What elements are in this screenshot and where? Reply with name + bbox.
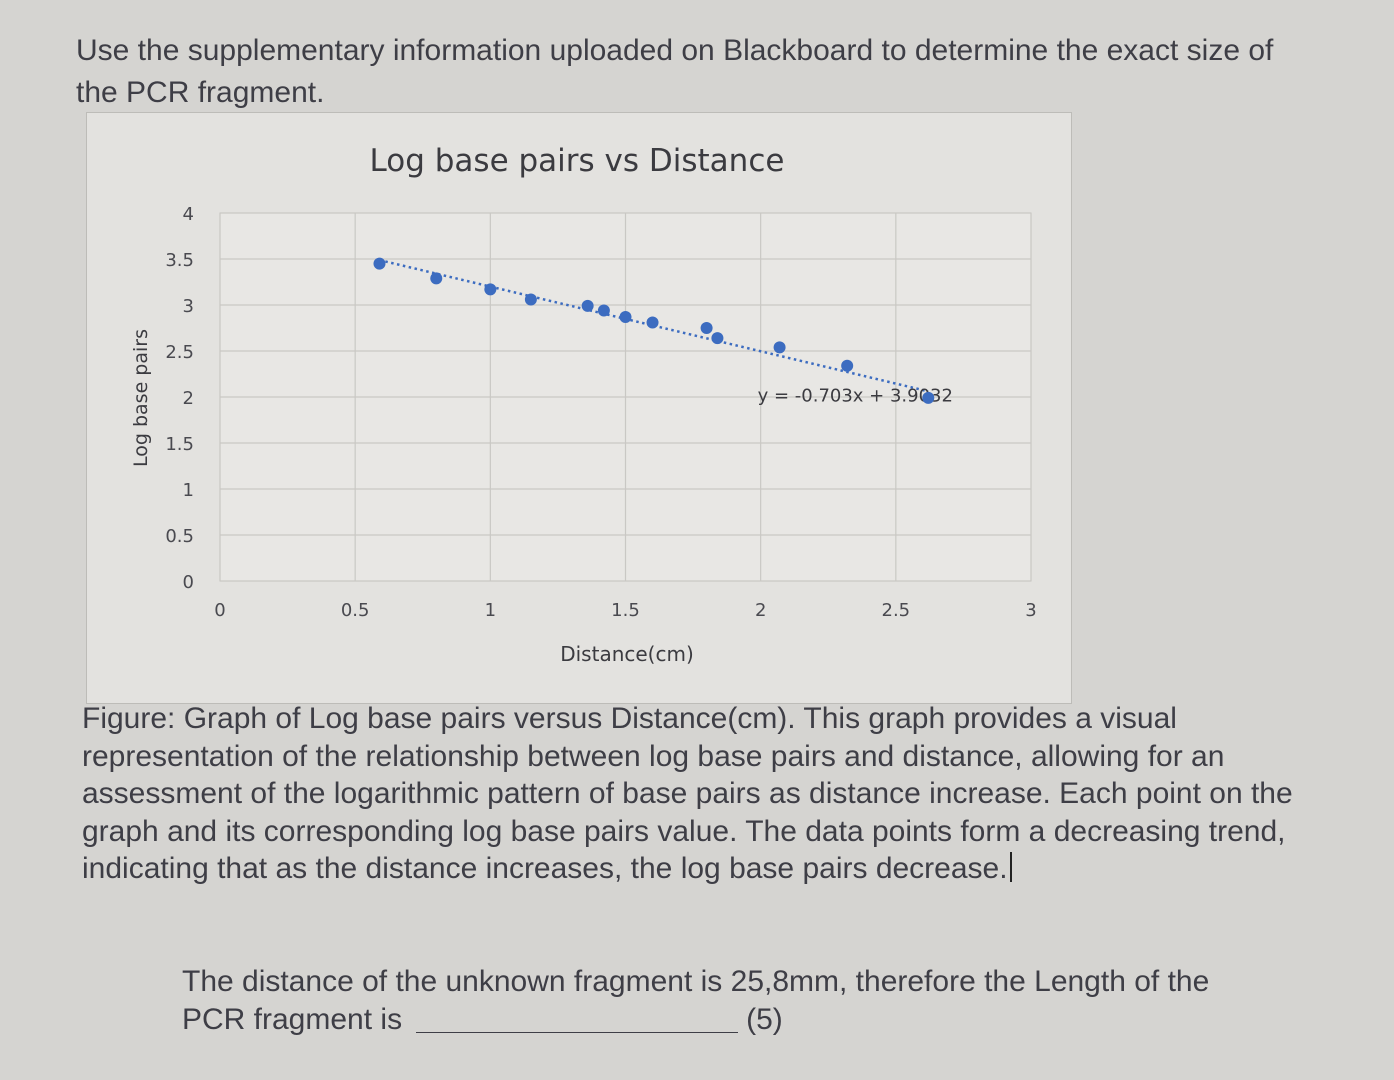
- y-tick-label: 1.5: [165, 434, 194, 455]
- data-point: [524, 293, 537, 306]
- data-point: [773, 341, 786, 354]
- x-tick-label: 0.5: [341, 600, 370, 621]
- y-tick-label: 3: [183, 296, 194, 317]
- question-line-2: PCR fragment is (5): [182, 1001, 1372, 1039]
- data-point: [373, 257, 386, 270]
- question-line-1: The distance of the unknown fragment is …: [182, 965, 1210, 998]
- x-axis-label: Distance(cm): [560, 642, 694, 666]
- question-block: The distance of the unknown fragment is …: [182, 963, 1372, 1039]
- x-tick-label: 1.5: [611, 600, 640, 621]
- data-point: [646, 316, 659, 329]
- data-point: [922, 391, 935, 404]
- data-point: [700, 322, 713, 334]
- question-prefix: PCR fragment is: [182, 1003, 403, 1036]
- data-point: [581, 299, 594, 312]
- y-tick-label: 4: [183, 204, 194, 225]
- x-tick-label: 3: [1025, 600, 1036, 621]
- y-tick-label: 1: [183, 480, 194, 501]
- data-point: [619, 310, 632, 323]
- instruction-text: Use the supplementary information upload…: [76, 34, 1274, 109]
- data-point: [711, 332, 724, 345]
- y-tick-label: 2.5: [165, 342, 194, 363]
- y-tick-label: 0: [183, 572, 194, 593]
- scatter-chart: Log base pairs vs Distance Distance(cm) …: [130, 143, 1037, 666]
- y-axis-label: Log base pairs: [130, 329, 152, 467]
- answer-blank[interactable]: [416, 1006, 739, 1033]
- x-tick-label: 2.5: [882, 600, 911, 621]
- y-tick-label: 0.5: [165, 526, 194, 547]
- x-tick-label: 1: [485, 600, 496, 621]
- data-point: [430, 272, 443, 285]
- chart-title: Log base pairs vs Distance: [370, 143, 785, 179]
- y-tick-label: 2: [183, 388, 194, 409]
- x-tick-label: 0: [214, 600, 225, 621]
- figure-caption: Figure: Graph of Log base pairs versus D…: [82, 700, 1312, 888]
- data-point: [484, 283, 497, 296]
- marks-label: (5): [746, 1003, 783, 1036]
- chart-container: Log base pairs vs Distance Distance(cm) …: [86, 112, 1072, 704]
- text-cursor: [1009, 852, 1012, 882]
- caption-text: Figure: Graph of Log base pairs versus D…: [82, 702, 1293, 885]
- x-tick-label: 2: [755, 600, 766, 621]
- y-tick-label: 3.5: [165, 250, 194, 271]
- trendline-equation: y = -0.703x + 3.9032: [758, 386, 953, 407]
- data-point: [841, 359, 854, 372]
- data-point: [597, 304, 610, 317]
